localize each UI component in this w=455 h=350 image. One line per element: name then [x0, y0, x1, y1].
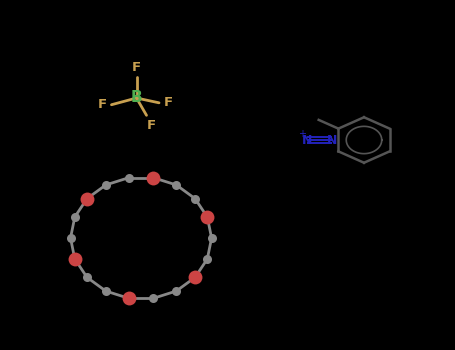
Text: F: F [147, 119, 156, 132]
Text: O: O [149, 173, 157, 182]
Text: N: N [327, 133, 337, 147]
Text: F: F [98, 98, 107, 111]
Text: O: O [71, 254, 79, 264]
Text: O: O [191, 273, 199, 282]
Text: F: F [164, 96, 173, 109]
Text: +: + [298, 129, 306, 139]
Text: N: N [302, 133, 312, 147]
Text: O: O [125, 294, 133, 303]
Text: F: F [132, 61, 141, 74]
Text: O: O [203, 212, 211, 222]
Text: O: O [83, 194, 91, 203]
Text: B: B [131, 91, 142, 105]
